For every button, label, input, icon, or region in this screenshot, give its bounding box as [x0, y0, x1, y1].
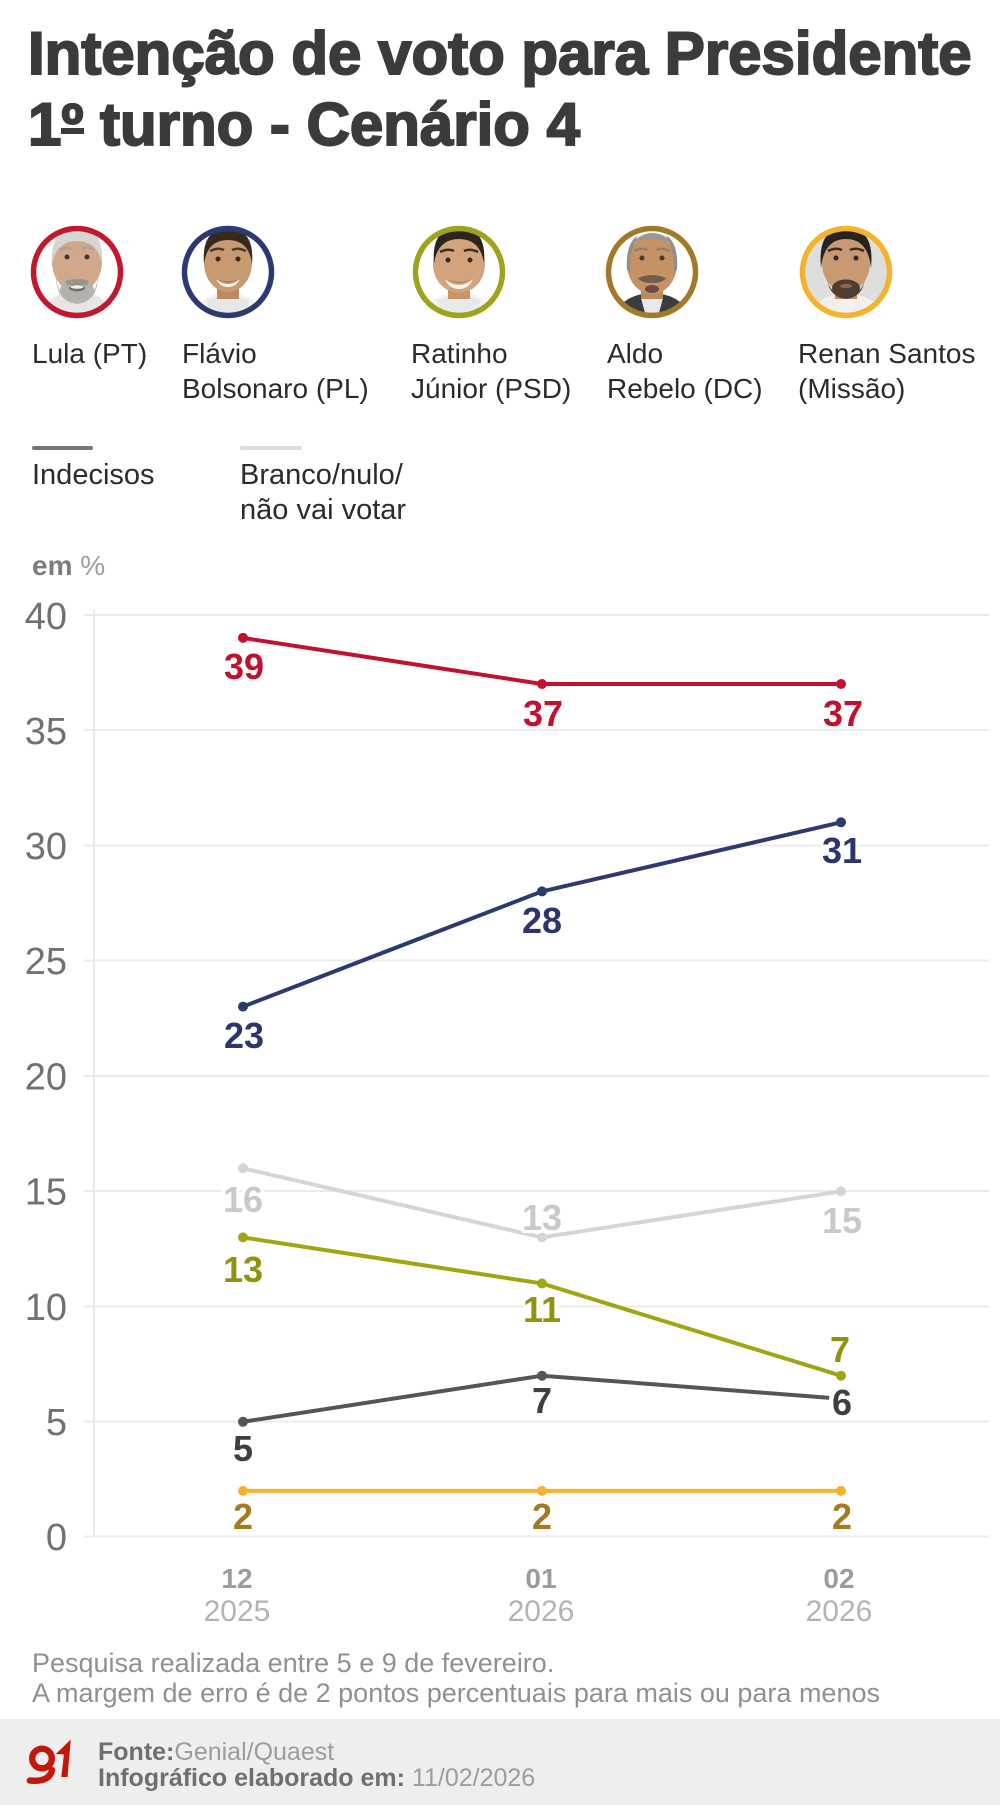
- svg-text:39: 39: [224, 646, 264, 687]
- svg-text:23: 23: [224, 1015, 264, 1056]
- svg-text:13: 13: [223, 1249, 263, 1290]
- svg-text:37: 37: [523, 693, 563, 734]
- svg-text:6: 6: [832, 1382, 852, 1423]
- svg-text:7: 7: [830, 1329, 850, 1370]
- svg-text:02: 02: [823, 1563, 854, 1594]
- svg-text:2026: 2026: [508, 1595, 575, 1628]
- svg-text:7: 7: [532, 1380, 552, 1421]
- svg-text:20: 20: [25, 1057, 67, 1099]
- svg-text:25: 25: [25, 941, 67, 983]
- svg-text:15: 15: [822, 1200, 862, 1241]
- svg-text:16: 16: [223, 1179, 263, 1220]
- svg-text:0: 0: [46, 1517, 67, 1559]
- svg-text:5: 5: [233, 1428, 253, 1469]
- svg-text:12: 12: [221, 1563, 252, 1594]
- svg-text:13: 13: [522, 1197, 562, 1238]
- svg-text:35: 35: [25, 711, 67, 753]
- svg-text:40: 40: [25, 596, 67, 638]
- svg-text:10: 10: [25, 1287, 67, 1329]
- svg-text:37: 37: [823, 693, 863, 734]
- svg-text:15: 15: [25, 1172, 67, 1214]
- svg-text:5: 5: [46, 1402, 67, 1444]
- svg-text:01: 01: [525, 1563, 556, 1594]
- svg-text:11: 11: [523, 1289, 561, 1330]
- svg-text:2: 2: [832, 1496, 852, 1537]
- svg-text:2025: 2025: [204, 1595, 271, 1628]
- svg-text:2: 2: [233, 1496, 253, 1537]
- svg-text:30: 30: [25, 826, 67, 868]
- svg-text:2026: 2026: [806, 1595, 873, 1628]
- svg-text:2: 2: [532, 1496, 552, 1537]
- svg-text:31: 31: [822, 830, 862, 871]
- svg-text:28: 28: [522, 900, 562, 941]
